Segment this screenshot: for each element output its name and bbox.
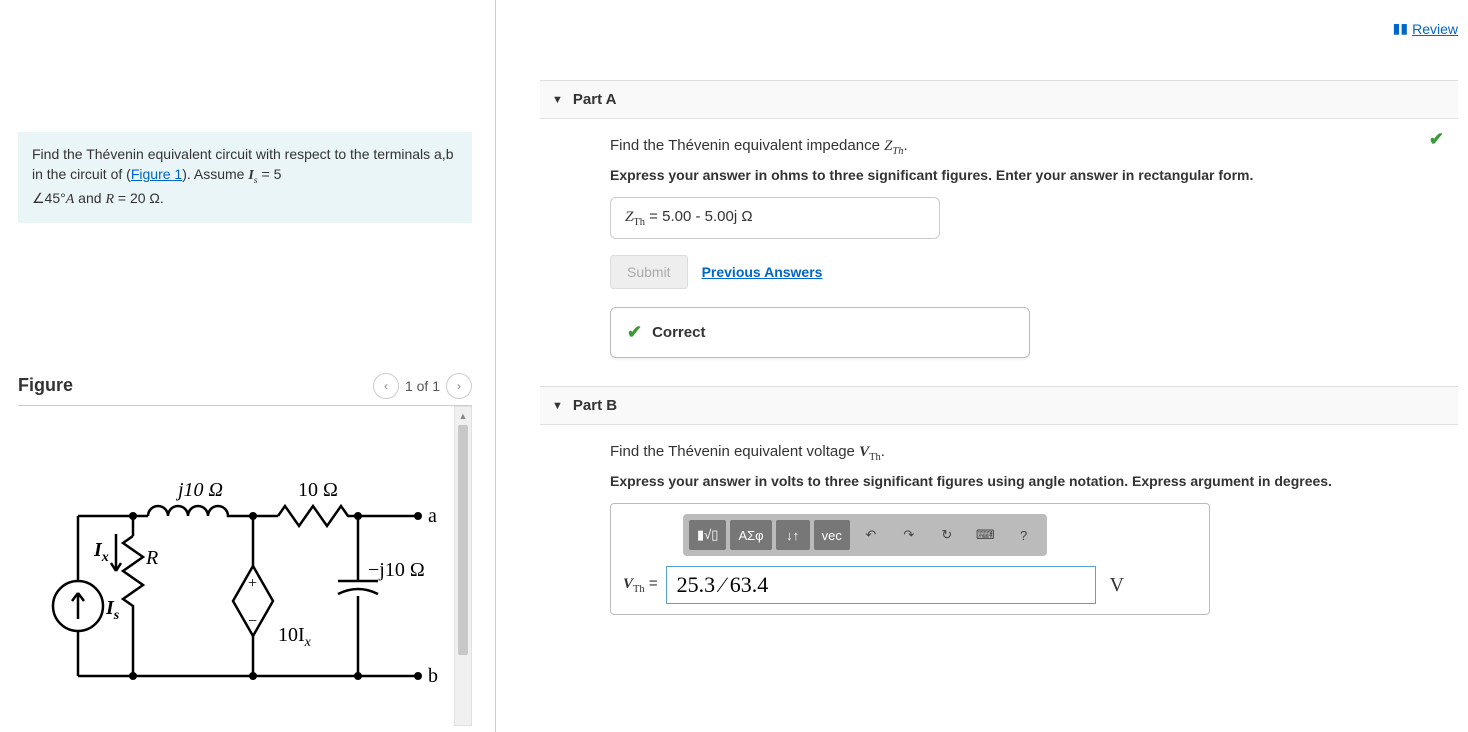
circuit-svg: j10 Ω 10 Ω a b R Ix Is −j10 Ω 10Ix + − <box>18 416 458 716</box>
answer-input-row: VTh = V <box>623 566 1197 604</box>
correct-feedback: ✔ Correct <box>610 307 1030 358</box>
review-link[interactable]: ▮▮ Review <box>1393 20 1458 37</box>
part-a-title: Part A <box>573 91 617 108</box>
figure-title: Figure <box>18 375 73 396</box>
part-b-title: Part B <box>573 397 617 414</box>
subscript-button[interactable]: ↓↑ <box>776 520 810 550</box>
svg-text:10Ix: 10Ix <box>278 624 312 650</box>
pane-divider <box>495 0 496 732</box>
problem-text-2: ). Assume <box>182 166 248 182</box>
undo-button[interactable]: ↶ <box>854 520 888 550</box>
svg-text:+: + <box>248 575 257 592</box>
correct-label: Correct <box>652 324 705 341</box>
keyboard-button[interactable]: ⌨ <box>968 520 1003 550</box>
figure-pager-text: 1 of 1 <box>405 378 440 394</box>
zth-sub: Th <box>892 146 903 157</box>
svg-text:−j10 Ω: −j10 Ω <box>368 559 425 581</box>
figure-next-button[interactable]: › <box>446 373 472 399</box>
vec-button[interactable]: vec <box>814 520 850 550</box>
part-a-instruction: Express your answer in ohms to three sig… <box>610 167 1446 183</box>
angle-value: ∠45° <box>32 190 66 206</box>
svg-text:Ix: Ix <box>93 539 109 565</box>
scroll-up-icon[interactable]: ▲ <box>455 407 471 425</box>
book-icon: ▮▮ <box>1393 20 1408 37</box>
ans-unit: Ω <box>737 208 752 225</box>
reset-button[interactable]: ↻ <box>930 520 964 550</box>
prompt-b-text-a: Find the Thévenin equivalent voltage <box>610 443 859 460</box>
part-a-body: ✔ Find the Thévenin equivalent impedance… <box>540 119 1458 376</box>
template-button[interactable]: ▮√▯ <box>689 520 726 550</box>
review-label: Review <box>1412 21 1458 37</box>
ans-val: 5.00 - 5.00j <box>662 208 737 225</box>
vth-var: V <box>859 444 869 460</box>
part-a-submit-row: Submit Previous Answers <box>610 255 1446 289</box>
check-icon: ✔ <box>1429 129 1444 150</box>
figure-link[interactable]: Figure 1 <box>131 166 182 182</box>
figure-prev-button[interactable]: ‹ <box>373 373 399 399</box>
answer-editor: ▮√▯ ΑΣφ ↓↑ vec ↶ ↷ ↻ ⌨ ? VTh = V <box>610 503 1210 615</box>
help-button[interactable]: ? <box>1007 520 1041 550</box>
part-a-answer: ZTh = 5.00 - 5.00j Ω <box>610 197 940 239</box>
figure-header: Figure ‹ 1 of 1 › <box>18 373 472 406</box>
Is-value: = 5 <box>258 166 282 182</box>
svg-text:−: − <box>248 613 257 630</box>
prompt-text-b: . <box>904 137 908 154</box>
collapse-icon: ▼ <box>552 94 563 106</box>
previous-answers-link-a[interactable]: Previous Answers <box>702 264 823 280</box>
ans-sub: Th <box>633 217 645 228</box>
angle-unit: A <box>66 192 75 207</box>
svg-text:a: a <box>428 505 437 527</box>
problem-statement: Find the Thévenin equivalent circuit wit… <box>18 132 472 223</box>
submit-button-a[interactable]: Submit <box>610 255 688 289</box>
part-b: ▼ Part B Find the Thévenin equivalent vo… <box>540 386 1458 633</box>
part-b-instruction: Express your answer in volts to three si… <box>610 473 1446 489</box>
redo-button[interactable]: ↷ <box>892 520 926 550</box>
R-symbol: R <box>105 192 114 207</box>
scroll-thumb[interactable] <box>458 425 468 655</box>
part-b-prompt: Find the Thévenin equivalent voltage VTh… <box>610 443 1446 463</box>
figure-pager: ‹ 1 of 1 › <box>373 373 472 399</box>
part-a-header[interactable]: ▼ Part A <box>540 81 1458 119</box>
greek-button[interactable]: ΑΣφ <box>730 520 771 550</box>
svg-text:Is: Is <box>105 597 120 623</box>
part-a: ▼ Part A ✔ Find the Thévenin equivalent … <box>540 80 1458 376</box>
prompt-b-text-b: . <box>881 443 885 460</box>
correct-check-icon: ✔ <box>627 322 642 343</box>
part-b-body: Find the Thévenin equivalent voltage VTh… <box>540 425 1458 633</box>
inp-eq: = <box>645 575 658 592</box>
R-value: = 20 Ω. <box>114 190 164 206</box>
part-a-prompt: Find the Thévenin equivalent impedance Z… <box>610 137 1446 157</box>
svg-text:j10 Ω: j10 Ω <box>175 479 223 501</box>
vth-sub: Th <box>869 452 881 463</box>
vth-input-label: VTh = <box>623 575 658 595</box>
figure-scrollbar[interactable]: ▲ <box>454 406 472 726</box>
svg-text:b: b <box>428 665 438 687</box>
svg-text:R: R <box>145 547 158 569</box>
vth-unit: V <box>1110 574 1124 597</box>
collapse-icon-b: ▼ <box>552 400 563 412</box>
inp-sub: Th <box>633 584 645 595</box>
prompt-text-a: Find the Thévenin equivalent impedance <box>610 137 884 154</box>
vth-answer-input[interactable] <box>666 566 1096 604</box>
figure-body: j10 Ω 10 Ω a b R Ix Is −j10 Ω 10Ix + − ▲ <box>18 406 472 726</box>
and-text: and <box>74 190 105 206</box>
problem-pane: Find the Thévenin equivalent circuit wit… <box>0 0 490 732</box>
answer-pane: ▮▮ Review ▼ Part A ✔ Find the Thévenin e… <box>510 0 1468 732</box>
part-b-header[interactable]: ▼ Part B <box>540 387 1458 425</box>
ans-eq: = <box>645 208 662 225</box>
editor-toolbar: ▮√▯ ΑΣφ ↓↑ vec ↶ ↷ ↻ ⌨ ? <box>683 514 1047 556</box>
svg-text:10 Ω: 10 Ω <box>298 479 338 501</box>
inp-var: V <box>623 576 633 592</box>
